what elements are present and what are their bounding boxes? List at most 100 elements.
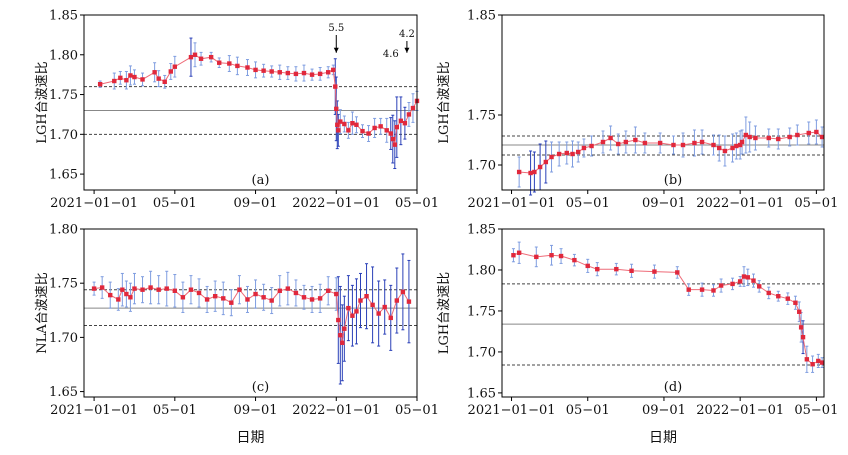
y-tick-label: 1.80 — [49, 223, 78, 238]
data-point — [204, 297, 210, 302]
data-point — [392, 142, 397, 147]
data-point — [317, 296, 323, 301]
x-axis-title: 日期 — [649, 430, 677, 446]
annotation-label: 5.5 — [328, 23, 344, 34]
series-line — [99, 54, 418, 145]
data-point — [564, 150, 569, 156]
data-point — [699, 139, 705, 145]
data-point — [354, 122, 359, 127]
data-point — [245, 65, 250, 70]
data-point — [400, 289, 406, 295]
data-point — [188, 54, 194, 60]
y-tick-label: 1.65 — [467, 386, 496, 401]
data-point — [346, 305, 351, 311]
data-point — [208, 54, 214, 60]
x-tick-label: 05−01 — [395, 196, 439, 211]
y-axis-title: LGH台波速比 — [437, 61, 452, 143]
data-point — [156, 76, 161, 81]
data-point — [686, 287, 691, 292]
y-tick-label: 1.80 — [467, 263, 496, 278]
data-point — [358, 298, 363, 303]
panel-c: 1.65 1.70 1.75 1.80 2021−01−01 05−01 09−01 2022… — [35, 223, 439, 447]
data-points — [511, 250, 825, 367]
x-tick-label: 2022−01−01 — [696, 403, 784, 418]
data-point — [196, 290, 202, 296]
x-tick-label: 2021−01−01 — [468, 403, 556, 418]
error-bars — [98, 37, 419, 170]
data-point — [128, 73, 133, 78]
data-point — [229, 300, 234, 305]
data-point — [269, 298, 274, 303]
panel-label: (d) — [664, 380, 682, 395]
data-point — [217, 60, 222, 65]
data-point — [388, 131, 393, 136]
annotation-label: 4.6 — [383, 49, 399, 60]
plot-frame — [501, 228, 825, 398]
data-point — [629, 268, 634, 273]
data-points — [97, 52, 420, 147]
y-axis: 1.70 1.75 1.85 — [467, 9, 502, 174]
x-axis-title: 日期 — [237, 430, 265, 446]
data-point — [787, 134, 792, 140]
data-point — [338, 333, 343, 338]
x-tick-label: 09−01 — [642, 403, 686, 418]
data-point — [717, 145, 722, 151]
data-point — [309, 72, 315, 77]
data-point — [556, 151, 562, 157]
data-point — [317, 71, 323, 77]
data-point — [776, 294, 781, 299]
data-point — [336, 317, 341, 323]
annotation-arrowhead — [333, 47, 339, 53]
data-point — [589, 143, 594, 149]
y-tick-label: 1.70 — [49, 128, 78, 143]
data-point — [285, 70, 291, 76]
data-point — [766, 290, 771, 296]
series-line — [94, 286, 410, 343]
y-axis: 1.65 1.70 1.75 1.80 1.85 — [467, 223, 502, 401]
data-point — [751, 278, 756, 283]
data-point — [699, 287, 705, 292]
data-point — [671, 142, 676, 148]
data-point — [140, 287, 145, 292]
data-point — [406, 112, 412, 117]
data-point — [342, 326, 347, 331]
y-tick-label: 1.85 — [467, 223, 496, 238]
data-point — [382, 304, 387, 310]
data-point — [633, 137, 638, 143]
x-tick-label: 2021−01−01 — [468, 196, 556, 211]
data-point — [776, 136, 781, 142]
data-point — [406, 299, 412, 304]
y-axis-title: LGH台波速比 — [35, 61, 50, 143]
data-point — [309, 297, 315, 302]
data-point — [261, 68, 266, 73]
y-tick-label: 1.70 — [467, 345, 496, 360]
x-tick-label: 09−01 — [234, 196, 278, 211]
data-point — [335, 122, 340, 127]
data-point — [798, 325, 804, 330]
data-point — [156, 287, 161, 292]
data-point — [810, 362, 815, 367]
data-point — [652, 269, 657, 274]
data-point — [576, 149, 581, 155]
plot-frame — [501, 14, 825, 191]
data-point — [819, 134, 825, 140]
data-point — [221, 296, 226, 301]
data-point — [549, 154, 554, 160]
data-point — [394, 298, 400, 303]
data-point — [753, 135, 758, 141]
data-point — [333, 84, 338, 89]
data-point — [132, 286, 137, 291]
data-point — [737, 279, 743, 284]
data-point — [326, 70, 331, 75]
y-tick-label: 1.75 — [49, 277, 78, 292]
data-point — [140, 77, 145, 82]
y-tick-label: 1.65 — [49, 168, 78, 183]
y-tick-label: 1.75 — [49, 88, 78, 103]
data-point — [326, 288, 331, 293]
data-point — [277, 288, 282, 293]
y-tick-label: 1.70 — [467, 159, 496, 174]
y-axis: 1.65 1.70 1.75 1.80 1.85 — [49, 9, 84, 183]
x-axis: 2021−01−01 05−01 09−01 2022−01−01 05−01 — [50, 397, 439, 418]
error-bars — [511, 241, 824, 373]
